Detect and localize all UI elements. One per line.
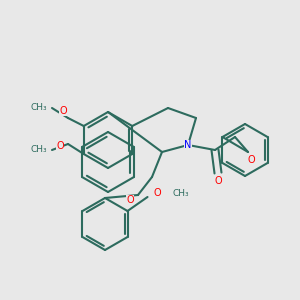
Text: CH₃: CH₃	[30, 146, 47, 154]
Text: O: O	[247, 155, 255, 165]
Text: CH₃: CH₃	[30, 103, 47, 112]
Text: O: O	[126, 195, 134, 205]
Text: CH₃: CH₃	[172, 188, 189, 197]
Text: O: O	[56, 141, 64, 151]
Text: O: O	[154, 188, 161, 198]
Text: O: O	[59, 106, 67, 116]
Text: O: O	[214, 176, 222, 186]
Text: N: N	[184, 140, 192, 150]
